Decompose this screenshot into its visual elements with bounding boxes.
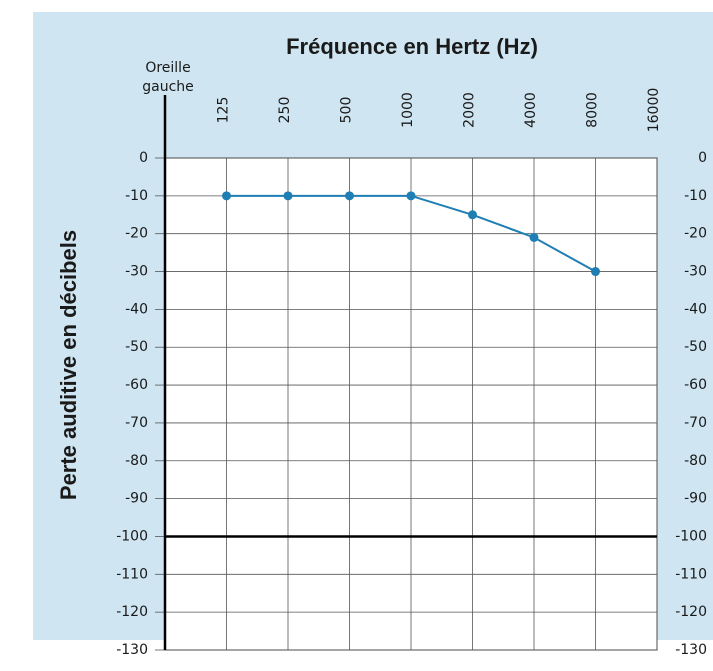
ear-label: Oreille xyxy=(145,60,190,76)
y-tick-label: -60 xyxy=(125,377,148,393)
x-tick-label: 16000 xyxy=(646,88,662,133)
y-tick-label-right: -40 xyxy=(684,301,707,317)
x-tick-label: 4000 xyxy=(523,92,539,128)
x-tick-label: 125 xyxy=(216,97,232,124)
y-tick-label: -100 xyxy=(116,528,148,544)
y-tick-label-right: -60 xyxy=(684,377,707,393)
data-point xyxy=(345,191,354,201)
y-tick-label: -10 xyxy=(125,188,148,204)
data-point xyxy=(283,191,293,201)
y-tick-label: -70 xyxy=(125,415,148,431)
y-tick-label-right: 0 xyxy=(698,150,707,166)
ear-label: gauche xyxy=(142,79,194,95)
data-point xyxy=(529,232,539,242)
y-tick-label: -40 xyxy=(125,301,148,317)
x-tick-label: 2000 xyxy=(462,92,478,128)
y-axis-label: Perte auditive en décibels xyxy=(56,230,81,500)
y-tick-label-right: -30 xyxy=(684,264,707,280)
y-tick-label: -50 xyxy=(125,339,148,355)
y-tick-label: -130 xyxy=(116,642,148,658)
data-point xyxy=(591,267,600,277)
y-tick-label: -30 xyxy=(125,264,148,280)
y-tick-label-right: -70 xyxy=(684,415,707,431)
data-point xyxy=(468,210,477,220)
x-tick-label: 1000 xyxy=(400,92,416,128)
y-tick-label: -110 xyxy=(116,566,148,582)
chart-title: Fréquence en Hertz (Hz) xyxy=(286,34,538,59)
y-tick-label-right: -50 xyxy=(684,339,707,355)
y-tick-label: -90 xyxy=(125,491,148,507)
x-tick-label: 500 xyxy=(339,97,355,124)
y-tick-label: -80 xyxy=(125,453,148,469)
y-tick-label-right: -130 xyxy=(675,642,707,658)
data-point xyxy=(406,191,416,201)
y-tick-label-right: -10 xyxy=(684,188,707,204)
y-tick-label-right: -80 xyxy=(684,453,707,469)
y-tick-label-right: -100 xyxy=(675,528,707,544)
y-tick-label-right: -110 xyxy=(675,566,707,582)
x-tick-label: 8000 xyxy=(585,92,601,128)
y-tick-label: 0 xyxy=(139,150,148,166)
y-tick-label: -20 xyxy=(125,226,148,242)
y-tick-label-right: -20 xyxy=(684,226,707,242)
y-tick-label-right: -90 xyxy=(684,491,707,507)
y-tick-label: -120 xyxy=(116,604,148,620)
y-tick-label-right: -120 xyxy=(675,604,707,620)
x-tick-label: 250 xyxy=(277,97,293,124)
data-point xyxy=(222,191,231,201)
